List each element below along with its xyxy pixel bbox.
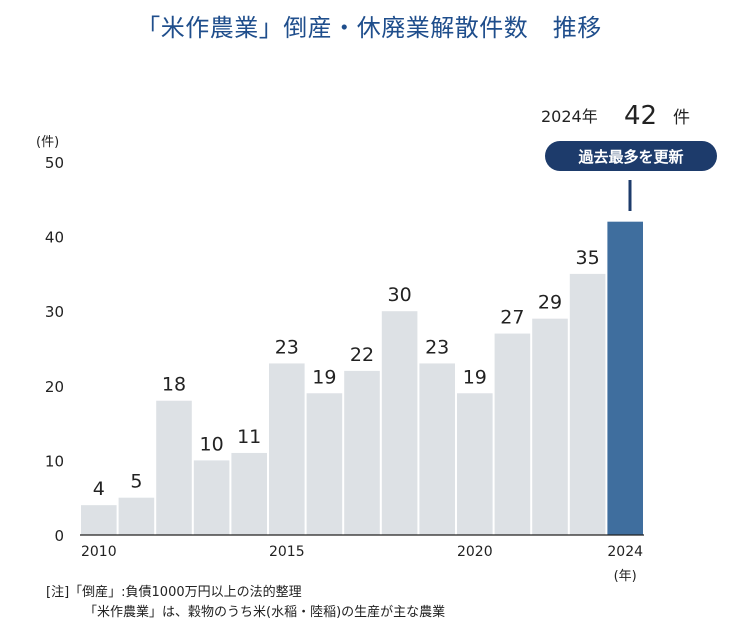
x-tick-label-2020: 2020 [457,544,493,560]
y-axis: (件) 0 10 20 30 40 50 [36,135,64,545]
y-tick-label: 50 [45,154,64,172]
y-tick-label: 0 [54,527,64,545]
data-label-2017: 22 [350,344,374,366]
footnote-line-2: 「米作農業」は、穀物のうち米(水稲・陸稲)の生産が主な農業 [84,605,446,620]
data-label-2015: 23 [275,336,299,358]
bar-2011 [118,497,155,535]
bar-2014 [231,452,267,535]
bar-2016 [306,393,343,535]
bar-2020 [457,393,493,535]
y-tick-label: 10 [45,452,64,470]
x-tick-label-2010: 2010 [81,544,117,560]
x-tick-label-2015: 2015 [269,544,305,560]
data-label-2022: 29 [538,292,562,314]
x-axis-unit-label: (年) [614,569,637,584]
bar-2024 [607,221,643,535]
annotation-badge-text: 過去最多を更新 [577,148,683,166]
bar-2010 [81,505,117,535]
annotation-value: 42 [624,101,657,131]
bar-2017 [344,370,380,535]
y-axis-unit-label: (件) [36,135,59,150]
y-tick-label: 30 [45,303,64,321]
y-tick-label: 20 [45,378,64,396]
bar-2021 [494,333,531,535]
bar-2012 [156,400,192,535]
data-labels: 4 5 18 10 11 23 19 22 30 23 19 27 29 35 [93,247,600,500]
data-label-2019: 23 [425,336,449,358]
annotation-year: 2024年 [541,107,598,126]
bar-2018 [381,311,418,535]
data-label-2011: 5 [130,471,142,493]
data-label-2021: 27 [500,307,524,329]
x-axis: 2010 2015 2020 2024 (年) [80,534,644,584]
annotation-badge [545,141,717,171]
data-label-2020: 19 [463,366,487,388]
data-label-2016: 19 [312,366,336,388]
chart-title: 「米作農業」倒産・休廃業解散件数 推移 [136,14,602,42]
data-label-2018: 30 [388,284,412,306]
footnote: [注]「倒産」:負債1000万円以上の法的整理 「米作農業」は、穀物のうち米(水… [46,583,445,623]
footnote-line-1: [注]「倒産」:負債1000万円以上の法的整理 [46,585,302,600]
data-label-2012: 18 [162,374,186,396]
data-label-2023: 35 [576,247,600,269]
data-label-2013: 10 [200,433,224,455]
bar-2022 [532,318,568,535]
data-label-2010: 4 [93,478,105,500]
annotation-unit: 件 [673,108,690,128]
bar-2019 [419,363,455,535]
y-tick-label: 40 [45,229,64,247]
bar-2013 [193,460,230,535]
x-tick-label-2024: 2024 [607,544,643,560]
bar-2015 [269,363,305,535]
data-label-2014: 11 [237,426,261,448]
bar-2023 [569,273,606,535]
bars [81,221,643,535]
